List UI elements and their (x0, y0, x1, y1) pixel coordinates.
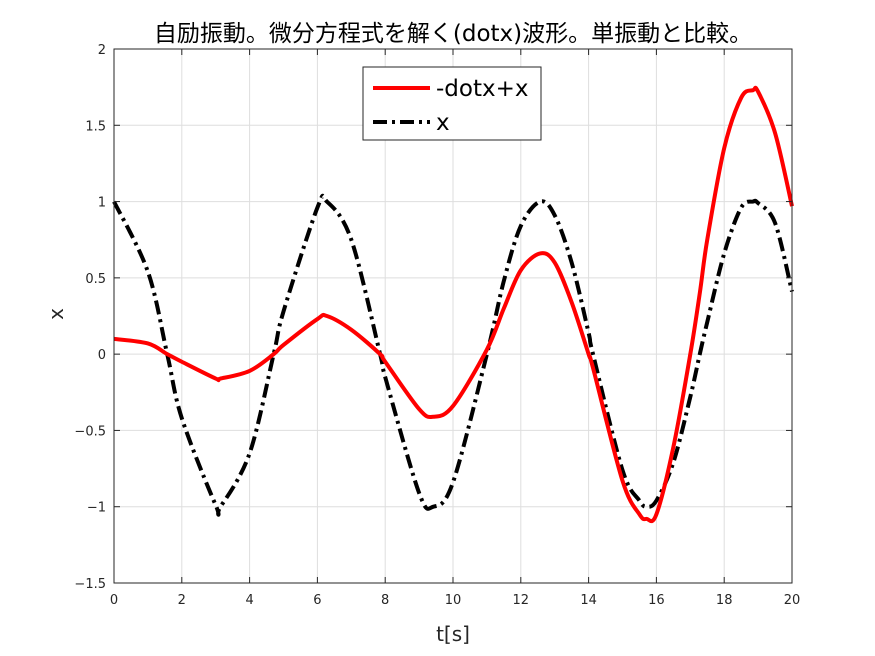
x-axis-label: t[s] (436, 622, 470, 646)
x-tick-label: 12 (513, 593, 530, 608)
x-tick-label: 6 (313, 593, 321, 608)
y-tick-label: −0.5 (74, 424, 106, 439)
y-tick-label: 1.5 (85, 119, 106, 134)
legend-box (362, 66, 542, 141)
x-tick-label: 8 (381, 593, 389, 608)
y-tick-label: 2 (98, 43, 106, 58)
legend-label-series-1: -dotx+x (436, 76, 528, 102)
x-tick-label: 4 (245, 593, 253, 608)
y-tick-label: −1.5 (74, 577, 106, 592)
legend-label-series-2: x (436, 110, 450, 136)
plot-series (112, 85, 794, 524)
y-tick-label: 0 (98, 348, 106, 363)
x-tick-label: 14 (580, 593, 597, 608)
x-tick-label: 2 (178, 593, 186, 608)
x-tick-label: 10 (445, 593, 462, 608)
series-line-2 (112, 193, 794, 517)
x-tick-label: 16 (648, 593, 665, 608)
x-tick-label: 0 (110, 593, 118, 608)
y-tick-label: 1 (98, 196, 106, 211)
x-tick-label: 18 (716, 593, 733, 608)
legend: -dotx+x x (362, 66, 542, 141)
y-tick-label: 0.5 (85, 272, 106, 287)
y-tick-label: −1 (87, 501, 106, 516)
series-line-1 (113, 85, 794, 524)
x-tick-label: 20 (784, 593, 801, 608)
y-axis-label: x (44, 308, 68, 320)
axis-ticks: 0 2 4 6 8 10 12 14 16 18 20 −1.5 −1 −0.5 0 0.5 1 1.5 2 (74, 43, 800, 608)
chart-title: 自励振動。微分方程式を解く(dotx)波形。単振動と比較。 (154, 21, 752, 47)
